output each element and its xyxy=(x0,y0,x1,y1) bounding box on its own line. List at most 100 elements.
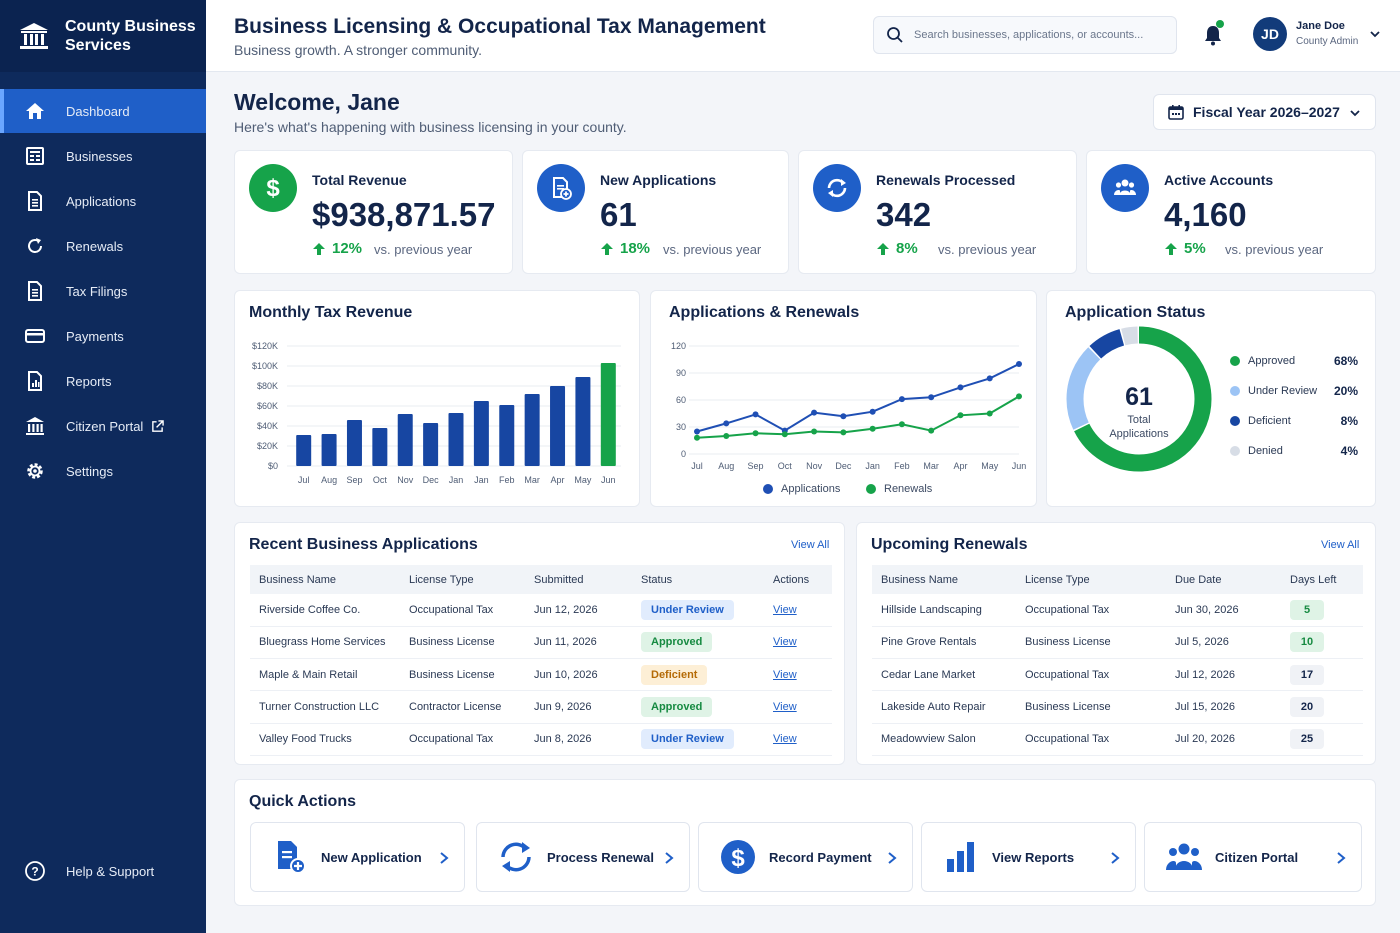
sidebar-item-reports[interactable]: Reports xyxy=(0,359,206,403)
avatar[interactable]: JD xyxy=(1253,17,1287,51)
donut-center-label-2: Applications xyxy=(1109,428,1169,440)
search-input[interactable]: Search businesses, applications, or acco… xyxy=(873,16,1177,54)
sidebar-item-settings[interactable]: Settings xyxy=(0,449,206,493)
kpi-card-renewals-processed[interactable]: Renewals Processed 342 8% vs. previous y… xyxy=(798,150,1077,274)
quick-action-view-reports[interactable]: View Reports xyxy=(921,822,1136,892)
kpi-label: Total Revenue xyxy=(312,172,407,188)
sidebar-item-payments[interactable]: Payments xyxy=(0,314,206,358)
home-icon xyxy=(24,100,46,122)
bar xyxy=(423,423,439,466)
kpi-value: 342 xyxy=(876,196,932,233)
welcome-title: Welcome, Jane xyxy=(234,89,400,115)
sidebar-item-dashboard[interactable]: Dashboard xyxy=(0,89,206,133)
chevron-right-icon xyxy=(888,852,897,864)
view-link[interactable]: View xyxy=(773,733,797,746)
sidebar-item-renewals[interactable]: Renewals xyxy=(0,224,206,268)
view-link[interactable]: View xyxy=(773,603,797,616)
bell-icon[interactable] xyxy=(1202,24,1224,46)
data-point xyxy=(898,421,905,428)
sidebar-item-tax-filings[interactable]: Tax Filings xyxy=(0,269,206,313)
x-tick-label: Sep xyxy=(748,461,764,471)
welcome-subtitle: Here's what's happening with business li… xyxy=(234,119,627,135)
due-date: Jul 15, 2026 xyxy=(1166,690,1281,724)
section-title: Quick Actions xyxy=(249,793,356,810)
x-tick-label: Mar xyxy=(923,461,939,471)
top-bar: Business Licensing & Occupational Tax Ma… xyxy=(206,0,1400,72)
legend-dot xyxy=(866,484,876,494)
license-type: Business License xyxy=(400,626,525,660)
legend-label: Approved xyxy=(1248,355,1296,367)
quick-action-process-renewal[interactable]: Process Renewal xyxy=(476,822,690,892)
business-name: Riverside Coffee Co. xyxy=(250,594,400,627)
quick-action-label: Process Renewal xyxy=(547,849,654,865)
license-type: Business License xyxy=(400,658,525,692)
apps-renewals-chart: 0 30 60 90 120 Jul Aug Sep Oct Nov Dec Jan Feb Mar Apr… xyxy=(671,341,1027,471)
y-tick-label: 60 xyxy=(676,395,686,405)
x-tick-label: Oct xyxy=(373,475,388,485)
business-name: Valley Food Trucks xyxy=(250,723,400,756)
brand[interactable]: County Business Services xyxy=(0,0,206,72)
quick-action-label: Record Payment xyxy=(769,849,872,865)
y-tick-label: $0 xyxy=(268,461,278,471)
kpi-label: Renewals Processed xyxy=(876,172,1016,188)
kpi-card-new-applications[interactable]: New Applications 61 18% vs. previous yea… xyxy=(522,150,789,274)
series-line xyxy=(696,363,1020,433)
view-all-link[interactable]: View All xyxy=(791,539,830,551)
bar xyxy=(600,363,616,466)
y-tick-label: 120 xyxy=(671,341,686,351)
kpi-label: Active Accounts xyxy=(1164,172,1274,188)
sidebar-nav: Dashboard Businesses Applications Renewa… xyxy=(0,89,206,493)
user-role: County Admin xyxy=(1296,36,1359,47)
bar xyxy=(397,414,413,466)
quick-action-new-application[interactable]: New Application xyxy=(250,822,465,892)
section-title: Recent Business Applications xyxy=(249,536,478,553)
view-link[interactable]: View xyxy=(773,636,797,649)
sidebar-item-label: Citizen Portal xyxy=(66,418,144,434)
sidebar-item-applications[interactable]: Applications xyxy=(0,179,206,223)
sidebar-item-citizen-portal[interactable]: Citizen Portal xyxy=(0,404,206,448)
data-point xyxy=(811,428,818,435)
kpi-vs: vs. previous year xyxy=(663,242,762,257)
sidebar-item-businesses[interactable]: Businesses xyxy=(0,134,206,178)
x-tick-label: May xyxy=(574,475,592,485)
search-placeholder: Search businesses, applications, or acco… xyxy=(914,29,1144,41)
business-name: Pine Grove Rentals xyxy=(872,626,1016,660)
kpi-card-active-accounts[interactable]: Active Accounts 4,160 5% vs. previous ye… xyxy=(1086,150,1376,274)
due-date: Jul 20, 2026 xyxy=(1166,723,1281,756)
chevron-down-icon[interactable] xyxy=(1369,28,1381,40)
y-tick-label: $80K xyxy=(257,381,278,391)
table-row: Turner Construction LLC Contractor Licens… xyxy=(250,690,832,724)
new-document-icon xyxy=(271,838,309,876)
quick-action-record-payment[interactable]: $ Record Payment xyxy=(698,822,913,892)
legend-renewals: Renewals xyxy=(866,483,932,495)
brand-name-line1: County Business xyxy=(65,18,196,35)
days-left-badge: 10 xyxy=(1290,632,1324,653)
submitted-date: Jun 12, 2026 xyxy=(525,594,632,627)
kpi-card-total-revenue[interactable]: $ Total Revenue $938,871.57 12% vs. prev… xyxy=(234,150,513,274)
kpi-delta: 8% xyxy=(876,240,918,257)
bar xyxy=(575,377,591,466)
x-tick-label: Jun xyxy=(1012,461,1027,471)
chevron-down-icon xyxy=(1350,110,1360,117)
view-link[interactable]: View xyxy=(773,668,797,681)
legend-label: Deficient xyxy=(1248,415,1291,427)
kpi-label: New Applications xyxy=(600,172,717,188)
view-link[interactable]: View xyxy=(773,701,797,714)
legend-dot xyxy=(1230,416,1240,426)
sidebar-item-label: Dashboard xyxy=(66,103,130,119)
quick-action-citizen-portal[interactable]: Citizen Portal xyxy=(1144,822,1362,892)
section-title: Upcoming Renewals xyxy=(871,536,1028,553)
status-badge: Approved xyxy=(641,632,713,653)
due-date: Jun 30, 2026 xyxy=(1166,594,1281,627)
help-label: Help & Support xyxy=(66,863,155,879)
view-all-link[interactable]: View All xyxy=(1321,539,1360,551)
fiscal-year-select[interactable]: Fiscal Year 2026–2027 xyxy=(1153,94,1376,130)
help-support-link[interactable]: ? Help & Support xyxy=(24,860,154,882)
kpi-delta: 18% xyxy=(600,240,650,257)
external-link-icon xyxy=(152,419,165,432)
license-type: Business License xyxy=(1016,626,1166,660)
bar xyxy=(550,386,566,466)
bar xyxy=(321,434,337,466)
data-point xyxy=(898,396,905,403)
svg-text:$: $ xyxy=(266,175,280,201)
